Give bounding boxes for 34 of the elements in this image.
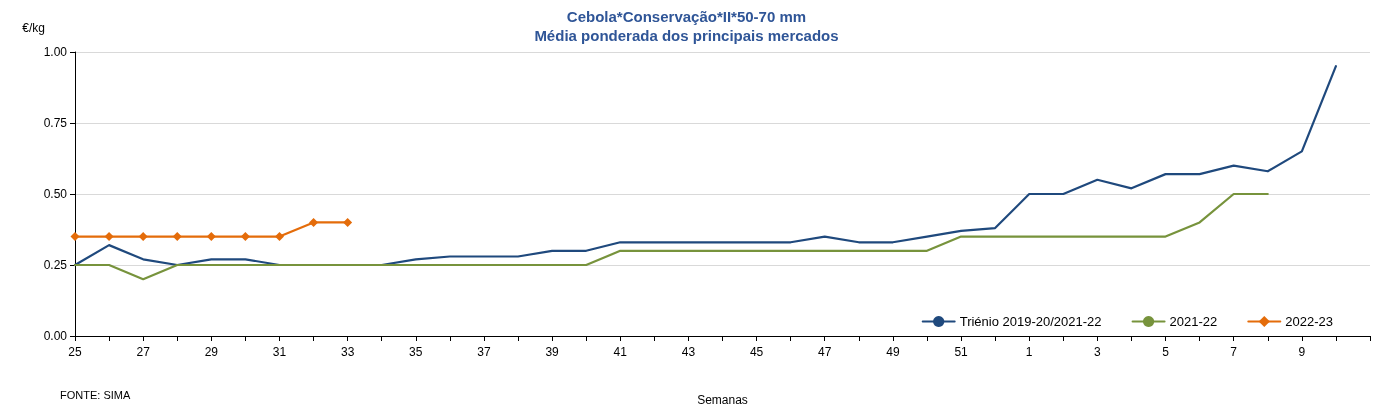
x-tick-label: 3 [1094, 345, 1102, 359]
y-tick-label: 0.75 [43, 116, 68, 130]
x-tick-label: 37 [477, 345, 491, 359]
source-note: FONTE: SIMA [60, 388, 131, 401]
x-tick-label: 45 [749, 345, 764, 359]
x-tick-label: 41 [613, 345, 628, 359]
y-tick-label: 0.50 [43, 187, 68, 201]
chart-title: Cebola*Conservação*II*50-70 mm [566, 8, 807, 25]
line-series [73, 65, 1338, 267]
x-tick-label: 39 [545, 345, 560, 359]
x-tick-label: 7 [1230, 345, 1238, 359]
x-tick-label: 9 [1298, 345, 1306, 359]
x-tick-label: 29 [204, 345, 219, 359]
chart-subtitle: Média ponderada dos principais mercados [534, 27, 839, 44]
x-tick-label: 43 [681, 345, 696, 359]
x-tick-label: 47 [818, 345, 832, 359]
y-tick-label: 1.00 [43, 45, 68, 59]
x-tick-label: 51 [954, 345, 969, 359]
y-axis-title: €/kg [22, 21, 45, 35]
x-tick-label: 1 [1025, 345, 1033, 359]
line-series [73, 192, 1269, 281]
x-tick-label: 5 [1162, 345, 1170, 359]
y-tick-label: 0.25 [43, 258, 68, 272]
legend-label: 2022-23 [1285, 314, 1334, 329]
x-tick-label: 33 [340, 345, 355, 359]
x-tick-label: 31 [272, 345, 287, 359]
y-tick-label: 0.00 [43, 329, 68, 343]
x-axis-title: Semanas [697, 393, 748, 407]
legend-label: Triénio 2019-20/2021-22 [959, 314, 1102, 329]
x-tick-label: 25 [68, 345, 82, 359]
x-tick-label: 49 [886, 345, 900, 359]
legend-label: 2021-22 [1169, 314, 1218, 329]
x-tick-label: 27 [136, 345, 151, 359]
x-tick-label: 35 [409, 345, 423, 359]
